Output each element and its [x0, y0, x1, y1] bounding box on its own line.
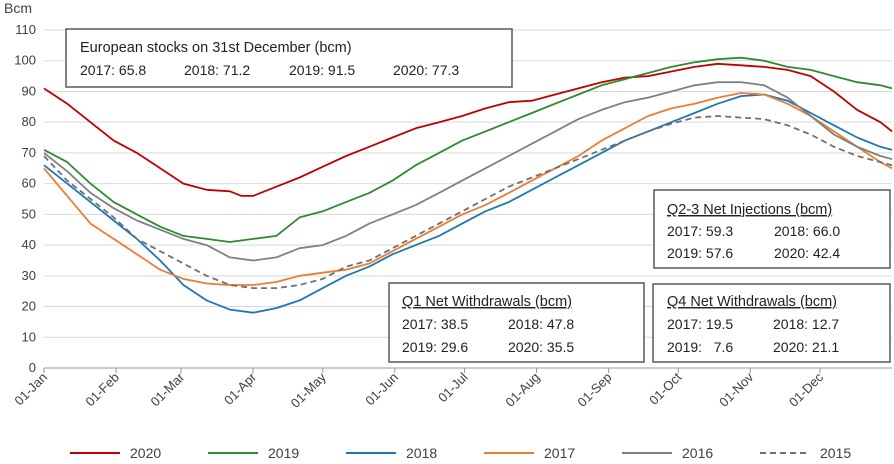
x-tick-label: 01-Sep — [574, 370, 614, 410]
x-tick-label: 01-May — [288, 369, 330, 411]
annotation-stocks-2018: 2018: 71.2 — [184, 62, 250, 78]
x-tick-label: 01-Mar — [147, 369, 187, 409]
y-tick-label: 110 — [15, 22, 36, 37]
y-axis-label: Bcm — [4, 0, 32, 16]
annotation-q1-2017: 2017: 38.5 — [402, 316, 468, 332]
x-tick-label: 01-Jun — [362, 370, 401, 409]
x-tick-label: 01-Oct — [646, 369, 684, 407]
legend-item-2017: 2017 — [484, 445, 575, 461]
annotation-stocks-2020: 2020: 77.3 — [393, 62, 459, 78]
y-tick-label: 60 — [22, 176, 36, 191]
y-axis-tick-labels: 0 10 20 30 40 50 60 70 80 90 100 110 — [14, 22, 36, 375]
annotation-stocks-box: European stocks on 31st December (bcm) 2… — [65, 28, 513, 88]
x-tick-label: 01-Aug — [502, 370, 542, 410]
series-line-2020 — [43, 62, 893, 197]
legend-label-2020: 2020 — [130, 445, 161, 461]
annotation-stocks-2017: 2017: 65.8 — [80, 62, 146, 78]
y-tick-label: 10 — [22, 329, 36, 344]
annotation-q1-title: Q1 Net Withdrawals (bcm) — [402, 294, 572, 310]
legend-item-2019: 2019 — [208, 445, 299, 461]
annotation-stocks-title: European stocks on 31st December (bcm) — [80, 40, 352, 56]
legend: 2020 2019 2018 2017 2016 2015 — [70, 445, 851, 461]
annotation-q23-title: Q2-3 Net Injections (bcm) — [667, 202, 832, 218]
annotation-stocks-2019: 2019: 91.5 — [289, 62, 355, 78]
x-tick-label: 01-Feb — [82, 370, 122, 410]
series-line-2019 — [43, 56, 893, 243]
series-lines — [43, 56, 893, 314]
annotation-q4-frame — [652, 283, 891, 363]
x-tick-label: 01-Jan — [11, 370, 50, 409]
annotation-q1-2018: 2018: 47.8 — [508, 316, 574, 332]
annotation-q1-2020: 2020: 35.5 — [508, 339, 574, 355]
x-tick-label: 01-Jul — [435, 369, 471, 405]
annotation-q4-2019: 2019: 7.6 — [667, 339, 733, 355]
x-tick-label: 01-Apr — [221, 369, 260, 408]
legend-label-2019: 2019 — [268, 445, 299, 461]
annotation-q4-2020: 2020: 21.1 — [773, 339, 839, 355]
annotation-q23-2018: 2018: 66.0 — [774, 223, 840, 239]
annotation-stocks-frame — [65, 28, 513, 88]
annotation-q23-2019: 2019: 57.6 — [667, 245, 733, 261]
y-tick-label: 80 — [22, 114, 36, 129]
annotation-q4-title: Q4 Net Withdrawals (bcm) — [667, 294, 837, 310]
legend-label-2016: 2016 — [682, 445, 713, 461]
annotation-q23-frame — [653, 189, 891, 269]
annotation-q23-2020: 2020: 42.4 — [774, 245, 840, 261]
x-axis: 01-Jan 01-Feb 01-Mar 01-Apr 01-May 01-Jun 01-J… — [11, 368, 826, 411]
y-tick-label: 20 — [22, 299, 36, 314]
y-tick-label: 50 — [22, 206, 36, 221]
legend-label-2015: 2015 — [820, 445, 851, 461]
legend-item-2020: 2020 — [70, 445, 161, 461]
legend-item-2015: 2015 — [760, 445, 851, 461]
annotation-q1-2019: 2019: 29.6 — [402, 339, 468, 355]
series-line-2016 — [43, 81, 893, 262]
series-line-2015 — [43, 115, 893, 289]
legend-label-2018: 2018 — [406, 445, 437, 461]
legend-item-2016: 2016 — [622, 445, 713, 461]
legend-label-2017: 2017 — [544, 445, 575, 461]
y-tick-label: 70 — [22, 145, 36, 160]
legend-item-2018: 2018 — [346, 445, 437, 461]
annotation-q4-box: Q4 Net Withdrawals (bcm) 2017: 19.5 2018… — [652, 283, 891, 363]
x-tick-label: 01-Nov — [716, 369, 757, 410]
annotation-q4-2018: 2018: 12.7 — [773, 316, 839, 332]
annotation-q1-frame — [388, 282, 645, 363]
x-tick-label: 01-Dec — [786, 369, 827, 410]
series-line-2017 — [43, 92, 893, 286]
annotation-q23-2017: 2017: 59.3 — [667, 223, 733, 239]
annotation-q23-box: Q2-3 Net Injections (bcm) 2017: 59.3 201… — [653, 189, 891, 269]
y-tick-label: 0 — [29, 360, 36, 375]
y-tick-label: 100 — [14, 53, 36, 68]
y-tick-label: 40 — [22, 237, 36, 252]
y-tick-label: 90 — [22, 83, 36, 98]
y-tick-label: 30 — [22, 268, 36, 283]
annotation-q4-2017: 2017: 19.5 — [667, 316, 733, 332]
annotation-q1-box: Q1 Net Withdrawals (bcm) 2017: 38.5 2018… — [388, 282, 645, 363]
